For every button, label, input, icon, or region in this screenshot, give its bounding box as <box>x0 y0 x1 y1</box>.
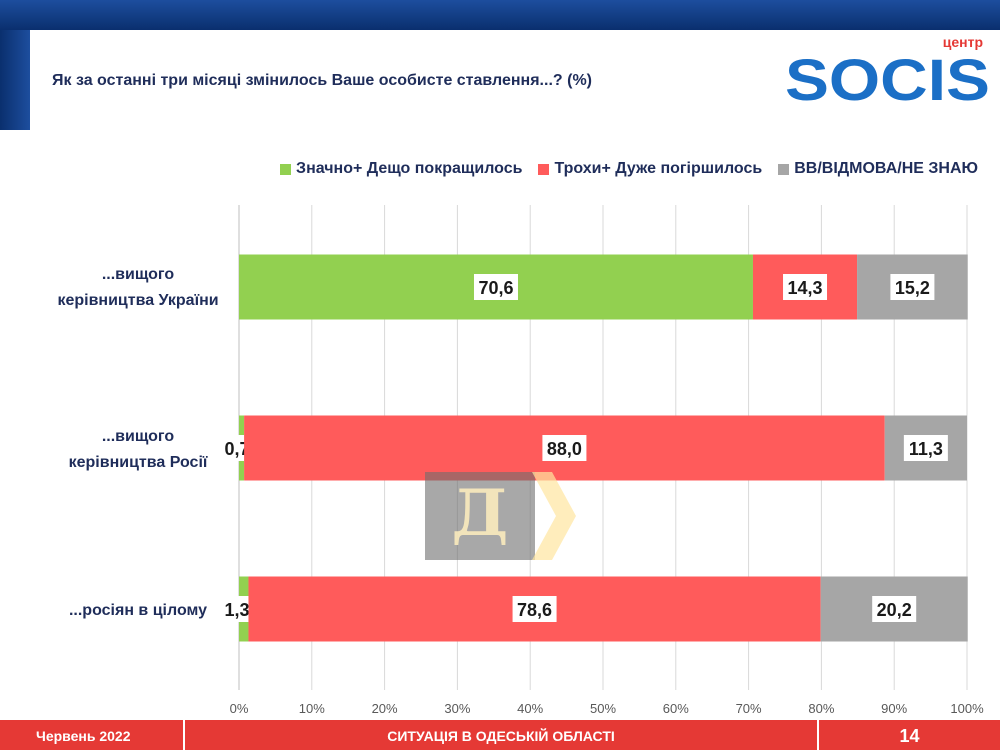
footer-divider <box>183 720 185 750</box>
category-label: ...вищого керівництва Росії <box>69 428 208 471</box>
x-tick-label: 50% <box>590 701 616 716</box>
footer-page-number: 14 <box>899 726 920 746</box>
legend-item-worsened: Трохи+ Дуже погіршилось <box>538 160 762 178</box>
top-band <box>0 0 1000 30</box>
x-tick-label: 100% <box>950 701 984 716</box>
socis-logo: центр SOCIS <box>785 34 990 106</box>
data-label: 78,6 <box>517 600 552 620</box>
data-label-bg <box>783 274 828 300</box>
data-label-bg <box>512 596 557 622</box>
legend-label-improved: Значно+ Дещо покращилось <box>296 160 523 177</box>
left-band <box>0 30 30 130</box>
data-label-bg <box>872 596 917 622</box>
logo-main-text: SOCIS <box>785 48 990 106</box>
legend-item-improved: Значно+ Дещо покращилось <box>280 160 522 178</box>
x-tick-label: 40% <box>517 701 543 716</box>
legend-label-dk: ВВ/ВІДМОВА/НЕ ЗНАЮ <box>794 160 978 177</box>
data-label: 15,2 <box>895 278 930 298</box>
category-label: ...вищого керівництва України <box>57 266 218 309</box>
data-label: 1,3 <box>224 600 249 620</box>
chart-title: Як за останні три місяці змінилось Ваше … <box>52 72 592 89</box>
footer-section: СИТУАЦІЯ В ОДЕСЬКІЙ ОБЛАСТІ <box>387 728 615 744</box>
data-label: 0,7 <box>224 439 249 459</box>
logo-small-text: центр <box>943 34 983 50</box>
legend-swatch-improved <box>280 163 292 175</box>
footer-divider <box>817 720 819 750</box>
legend-swatch-dk <box>778 163 790 175</box>
data-label-bg <box>890 274 935 300</box>
data-label: 88,0 <box>547 439 582 459</box>
data-label-bg <box>903 435 948 461</box>
data-label: 20,2 <box>877 600 912 620</box>
x-tick-label: 70% <box>736 701 762 716</box>
data-label-bg <box>473 274 518 300</box>
data-label: 11,3 <box>909 439 943 459</box>
x-tick-label: 80% <box>808 701 834 716</box>
footer-date: Червень 2022 <box>36 728 131 744</box>
watermark-chevron-icon <box>532 472 576 560</box>
legend-label-worsened: Трохи+ Дуже погіршилось <box>554 160 763 177</box>
chart-legend: Значно+ Дещо покращилось Трохи+ Дуже пог… <box>280 160 978 178</box>
legend-item-dk: ВВ/ВІДМОВА/НЕ ЗНАЮ <box>778 160 978 178</box>
x-tick-label: 90% <box>881 701 907 716</box>
data-label-bg <box>542 435 587 461</box>
x-tick-label: 20% <box>372 701 398 716</box>
category-label: ...росіян в цілому <box>69 602 207 619</box>
data-label: 70,6 <box>478 278 513 298</box>
data-label: 14,3 <box>787 278 822 298</box>
footer-bar: Червень 2022 СИТУАЦІЯ В ОДЕСЬКІЙ ОБЛАСТІ… <box>0 720 1000 750</box>
x-tick-label: 10% <box>299 701 325 716</box>
x-tick-label: 0% <box>230 701 249 716</box>
x-tick-label: 60% <box>663 701 689 716</box>
x-tick-label: 30% <box>444 701 470 716</box>
watermark-letter: Д <box>451 476 509 551</box>
watermark-box <box>425 472 535 560</box>
legend-swatch-worsened <box>538 163 550 175</box>
